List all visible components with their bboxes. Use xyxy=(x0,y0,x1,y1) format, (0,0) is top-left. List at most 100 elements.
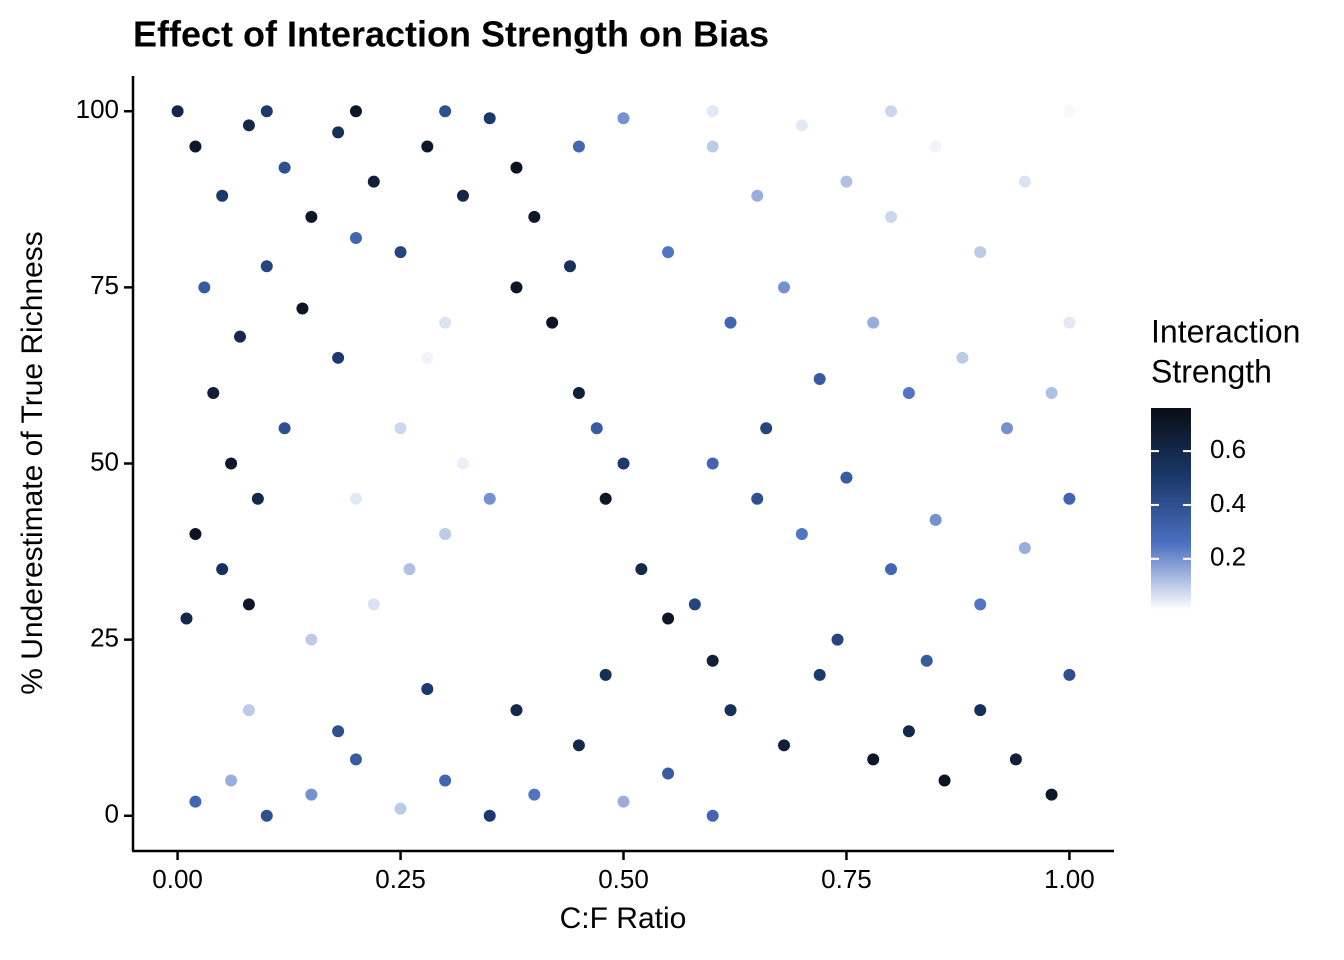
point xyxy=(510,704,523,717)
point xyxy=(867,316,880,329)
point xyxy=(251,492,264,505)
point xyxy=(332,725,345,738)
point xyxy=(483,492,496,505)
point xyxy=(394,422,407,435)
point xyxy=(242,598,255,611)
y-tick-label: 100 xyxy=(76,94,119,124)
point xyxy=(260,809,273,822)
point xyxy=(349,753,362,766)
point xyxy=(180,612,193,625)
x-tick-label: 0.00 xyxy=(152,864,203,894)
point xyxy=(920,654,933,667)
y-tick-label: 25 xyxy=(90,623,119,653)
point xyxy=(189,795,202,808)
point xyxy=(349,232,362,245)
point xyxy=(902,387,915,400)
point xyxy=(778,281,791,294)
point xyxy=(617,457,630,470)
point xyxy=(590,422,603,435)
point xyxy=(974,598,987,611)
point xyxy=(902,725,915,738)
point xyxy=(617,795,630,808)
point xyxy=(305,788,318,801)
point xyxy=(1063,105,1076,118)
point xyxy=(225,774,238,787)
point xyxy=(1018,175,1031,188)
point xyxy=(706,105,719,118)
colorbar-label: 0.2 xyxy=(1210,542,1246,572)
point xyxy=(885,105,898,118)
chart-title: Effect of Interaction Strength on Bias xyxy=(133,14,769,55)
legend-title: Strength xyxy=(1151,353,1272,389)
point xyxy=(795,527,808,540)
point xyxy=(296,302,309,315)
point xyxy=(421,351,434,364)
y-axis-label: % Underestimate of True Richness xyxy=(16,231,49,695)
point xyxy=(421,140,434,153)
point xyxy=(189,140,202,153)
point xyxy=(662,246,675,259)
point xyxy=(885,210,898,223)
point xyxy=(439,105,452,118)
point xyxy=(1018,542,1031,555)
point xyxy=(572,387,585,400)
point xyxy=(260,260,273,273)
point xyxy=(572,140,585,153)
point xyxy=(1045,788,1058,801)
point xyxy=(278,422,291,435)
point xyxy=(483,809,496,822)
point xyxy=(367,598,380,611)
point xyxy=(1063,492,1076,505)
point xyxy=(706,654,719,667)
point xyxy=(439,774,452,787)
point xyxy=(278,161,291,174)
point xyxy=(305,633,318,646)
point xyxy=(563,260,576,273)
x-tick-label: 0.75 xyxy=(821,864,872,894)
x-tick-label: 1.00 xyxy=(1044,864,1095,894)
point xyxy=(956,351,969,364)
point xyxy=(706,140,719,153)
point xyxy=(234,330,247,343)
point xyxy=(1063,668,1076,681)
point xyxy=(929,140,942,153)
point xyxy=(929,513,942,526)
point xyxy=(1009,753,1022,766)
point xyxy=(724,316,737,329)
point xyxy=(635,563,648,576)
point xyxy=(795,119,808,132)
point xyxy=(216,563,229,576)
point xyxy=(332,351,345,364)
point xyxy=(207,387,220,400)
point xyxy=(332,126,345,139)
x-tick-label: 0.50 xyxy=(598,864,649,894)
point xyxy=(260,105,273,118)
point xyxy=(1045,387,1058,400)
point xyxy=(706,457,719,470)
point xyxy=(528,210,541,223)
point xyxy=(751,492,764,505)
point xyxy=(760,422,773,435)
point xyxy=(242,119,255,132)
x-tick-label: 0.25 xyxy=(375,864,426,894)
point xyxy=(546,316,559,329)
point xyxy=(1063,316,1076,329)
point xyxy=(439,316,452,329)
point xyxy=(510,161,523,174)
point xyxy=(599,668,612,681)
point xyxy=(189,527,202,540)
point xyxy=(974,704,987,717)
point xyxy=(242,704,255,717)
points xyxy=(171,105,1076,822)
point xyxy=(724,704,737,717)
point xyxy=(421,682,434,695)
point xyxy=(688,598,701,611)
point xyxy=(439,527,452,540)
point xyxy=(813,668,826,681)
point xyxy=(840,471,853,484)
point xyxy=(662,612,675,625)
point xyxy=(1000,422,1013,435)
point xyxy=(456,189,469,202)
point xyxy=(483,112,496,125)
